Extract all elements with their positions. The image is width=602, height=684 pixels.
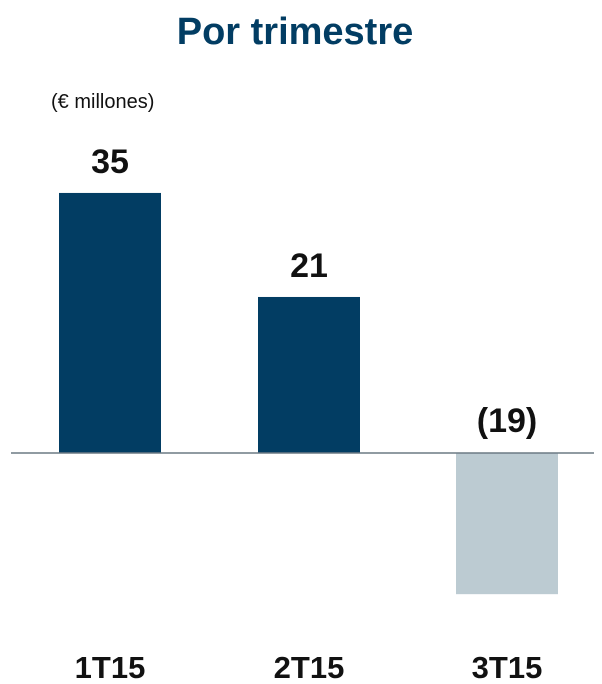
value-label-1t15: 35 [91,143,129,181]
value-label-3t15: (19) [477,402,537,440]
bar-2t15 [258,296,360,453]
bar-1t15 [59,192,161,453]
category-label-2t15: 2T15 [274,650,345,684]
value-labels-layer: 35 21 (19) [91,143,537,440]
unit-label: (€ millones) [51,91,154,113]
category-label-3t15: 3T15 [472,650,543,684]
category-labels-layer: 1T15 2T15 3T15 [75,650,543,684]
bars-layer [59,192,558,595]
chart-title: Por trimestre [177,11,414,53]
bar-3t15 [456,453,558,595]
value-label-2t15: 21 [290,247,328,285]
category-label-1t15: 1T15 [75,650,146,684]
